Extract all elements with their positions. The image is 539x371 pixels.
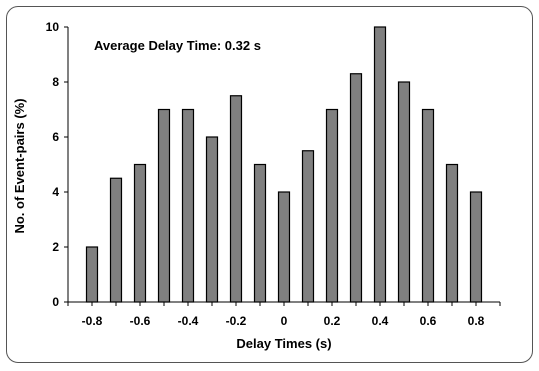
bar <box>133 163 147 303</box>
bar <box>469 191 483 303</box>
x-tick-label: 0 <box>281 314 288 328</box>
average-delay-annotation: Average Delay Time: 0.32 s <box>94 38 261 53</box>
x-tick-label: 0.4 <box>372 314 389 328</box>
x-tick-label: -0.4 <box>178 314 199 328</box>
x-tick-label: 0.6 <box>420 314 437 328</box>
x-tick-label: 0.2 <box>324 314 341 328</box>
x-tick-label: -0.6 <box>130 314 151 328</box>
bar <box>445 163 459 303</box>
bar <box>109 177 123 303</box>
x-axis: -0.8 -0.6 -0.4 -0.2 0 0.2 0.4 0.6 0.8 <box>67 302 501 328</box>
y-tick-label: 6 <box>52 130 59 144</box>
bar <box>157 108 171 303</box>
x-tick-label: -0.2 <box>226 314 247 328</box>
bar <box>253 163 267 303</box>
bars <box>85 26 483 303</box>
y-axis-label: No. of Event-pairs (%) <box>12 98 27 233</box>
y-tick-label: 4 <box>52 185 59 199</box>
bar <box>421 108 435 303</box>
bar <box>205 136 219 303</box>
bar <box>325 108 339 303</box>
y-axis: 0 2 4 6 8 10 <box>46 20 68 309</box>
y-tick-label: 0 <box>52 295 59 309</box>
bar <box>229 95 243 303</box>
bar <box>301 150 315 303</box>
bar <box>373 26 387 303</box>
bar <box>397 81 411 303</box>
chart-frame <box>6 6 533 363</box>
y-tick-label: 8 <box>52 75 59 89</box>
bar <box>349 73 363 303</box>
x-tick-label: 0.8 <box>468 314 485 328</box>
y-tick-label: 2 <box>52 240 59 254</box>
bar <box>277 191 291 303</box>
x-tick-label: -0.8 <box>82 314 103 328</box>
x-axis-label: Delay Times (s) <box>236 336 331 351</box>
y-tick-label: 10 <box>46 20 60 34</box>
bar <box>85 246 99 303</box>
bar <box>181 108 195 303</box>
